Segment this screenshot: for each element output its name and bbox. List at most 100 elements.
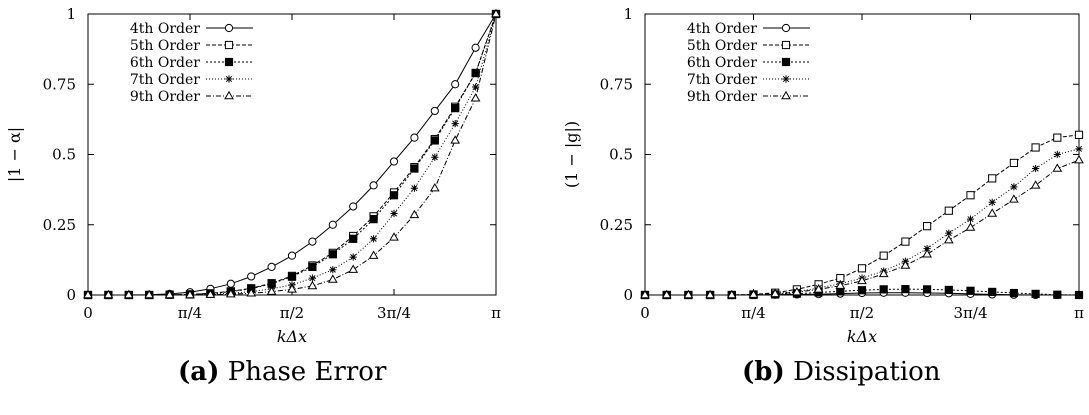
data-point: [922, 222, 932, 231]
legend-label: 5th Order: [687, 38, 757, 54]
data-point: [287, 272, 297, 281]
data-point: [857, 275, 867, 285]
y-axis-label: (1 − |g|): [562, 121, 581, 188]
legend-marker: [224, 23, 234, 33]
data-point: [1074, 290, 1084, 300]
data-point: [266, 286, 277, 295]
data-point: [246, 288, 257, 297]
data-point: [410, 184, 419, 192]
x-tick-label: π: [1074, 304, 1084, 322]
data-point: [1031, 143, 1040, 152]
data-point: [349, 253, 357, 261]
data-point: [748, 289, 759, 298]
data-point: [491, 8, 501, 18]
x-axis-label: kΔx: [277, 327, 307, 346]
data-point: [470, 93, 481, 102]
data-point: [308, 262, 317, 271]
data-point: [966, 215, 975, 223]
data-point: [1009, 194, 1019, 203]
data-point: [1074, 130, 1084, 139]
data-point: [349, 202, 358, 211]
series-9th-order: [83, 8, 501, 299]
caption-b: (b) Dissipation: [742, 357, 941, 397]
series-line: [645, 148, 1080, 296]
data-point: [471, 68, 480, 78]
data-point: [389, 232, 399, 241]
data-point: [922, 249, 932, 258]
y-tick-label: 0: [623, 286, 633, 304]
legend-marker: [781, 23, 791, 33]
data-point: [879, 285, 888, 294]
data-point: [792, 286, 802, 296]
data-point: [1032, 164, 1040, 173]
data-point: [901, 237, 910, 246]
x-axis-label: kΔx: [847, 327, 877, 346]
data-point: [431, 153, 439, 161]
data-point: [267, 262, 276, 271]
legend-label: 4th Order: [130, 21, 200, 37]
data-point: [988, 174, 997, 183]
data-point: [988, 198, 996, 206]
data-point: [922, 285, 932, 294]
data-point: [430, 136, 439, 145]
data-point: [389, 157, 399, 166]
data-point: [1030, 180, 1041, 189]
y-tick-label: 0.75: [600, 75, 633, 93]
data-point: [368, 250, 379, 259]
x-tick-label: 0: [83, 304, 93, 322]
x-tick-label: π/4: [178, 304, 202, 322]
data-point: [225, 288, 236, 298]
data-point: [857, 286, 867, 295]
x-tick-label: 0: [640, 304, 650, 322]
x-tick-label: π/2: [850, 304, 874, 322]
data-point: [369, 235, 378, 243]
data-point: [226, 279, 235, 288]
data-point: [640, 289, 650, 299]
legend-label: 9th Order: [130, 89, 200, 105]
caption-a-text: Phase Error: [227, 357, 387, 387]
series-5th-order: [640, 130, 1084, 300]
y-tick-label: 1: [623, 5, 633, 23]
data-point: [451, 119, 459, 128]
data-point: [966, 191, 975, 200]
data-point: [1009, 288, 1019, 298]
data-point: [430, 106, 439, 116]
y-axis-label: |1 − α|: [5, 127, 24, 182]
data-point: [966, 286, 975, 295]
data-point: [943, 235, 954, 244]
legend-label: 7th Order: [687, 72, 757, 88]
data-point: [409, 209, 420, 219]
data-point: [328, 250, 337, 259]
data-point: [900, 260, 911, 269]
data-point: [857, 264, 867, 273]
legend-label: 4th Order: [687, 21, 757, 37]
data-point: [965, 222, 976, 231]
data-point: [1074, 154, 1084, 164]
legend-marker: [781, 57, 791, 67]
data-point: [878, 268, 889, 278]
legend-label: 5th Order: [130, 38, 200, 54]
data-point: [287, 284, 297, 293]
data-point: [988, 287, 997, 297]
legend-label: 6th Order: [687, 55, 757, 71]
data-point: [389, 191, 399, 200]
data-point: [329, 266, 337, 274]
legend-label: 9th Order: [687, 89, 757, 105]
data-point: [103, 289, 114, 299]
data-point: [987, 208, 998, 217]
data-point: [410, 133, 419, 142]
data-point: [83, 289, 93, 299]
legend-marker: [224, 40, 234, 50]
y-tick-label: 0.5: [609, 146, 633, 164]
data-point: [683, 289, 694, 299]
y-tick-label: 0: [66, 286, 76, 304]
panel-a-phase-error: 0 π/4 π/2 3π/4 π 0 0.25 0.5 0.75 1 kΔx |1 − α| 4th O…: [5, 5, 501, 346]
data-point: [327, 274, 338, 283]
data-point: [308, 237, 317, 246]
data-point: [164, 289, 175, 299]
x-tick-label: π/2: [280, 304, 304, 322]
data-point: [390, 209, 398, 218]
legend-marker: [225, 75, 233, 83]
data-point: [471, 43, 480, 52]
data-point: [879, 251, 888, 260]
